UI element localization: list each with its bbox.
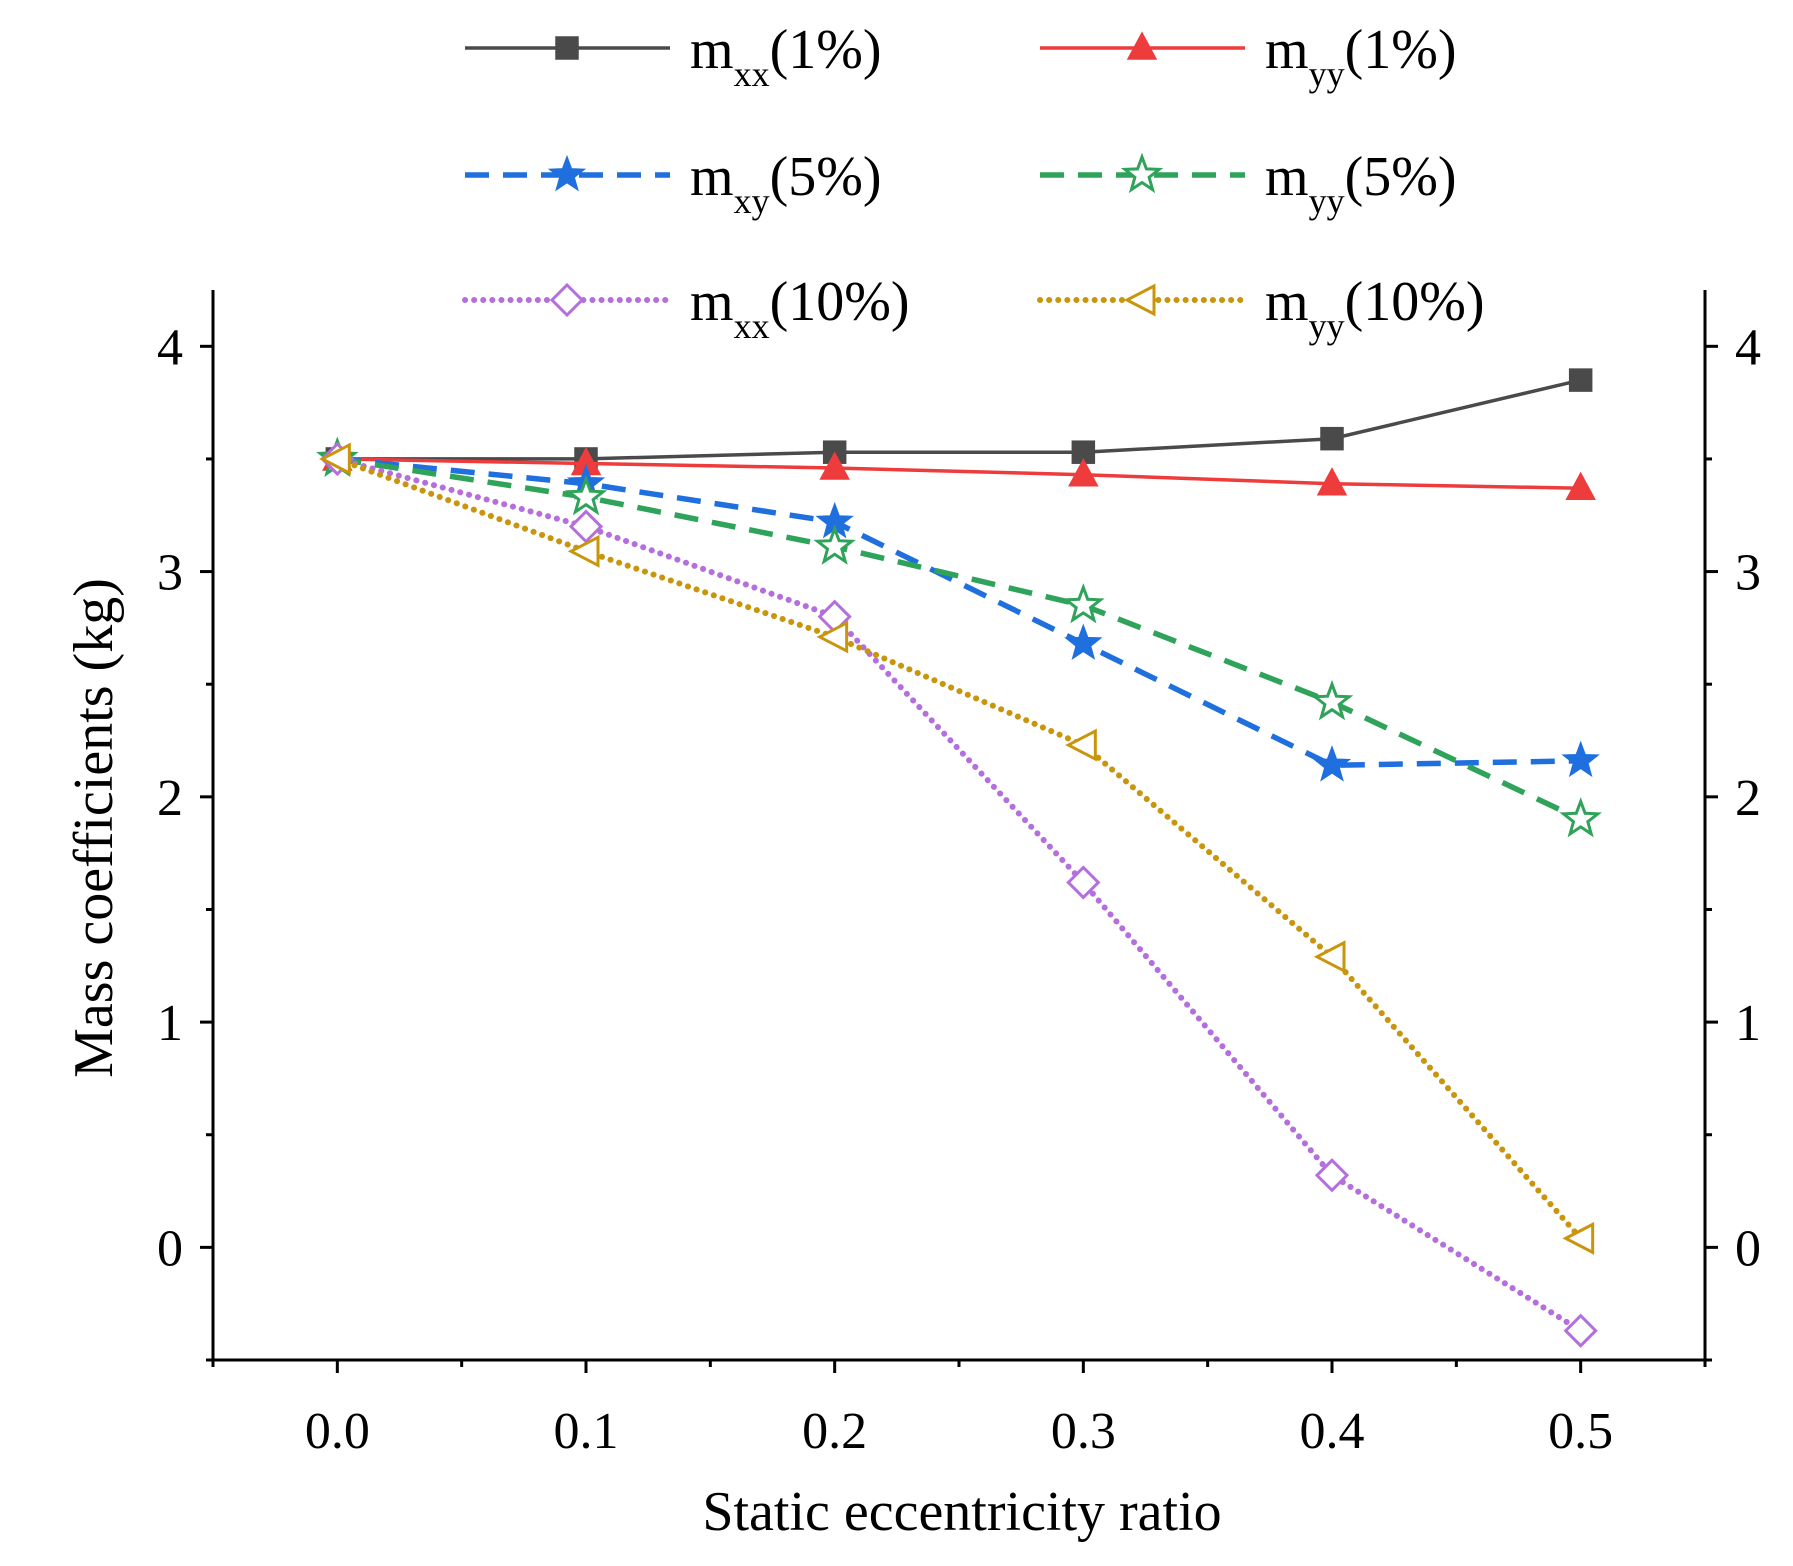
series-line <box>334 455 1584 1334</box>
y-tick-label-left: 0 <box>157 1220 183 1277</box>
series-line <box>337 378 1582 461</box>
y-tick-label-right: 1 <box>1735 995 1761 1052</box>
x-axis-title: Static eccentricity ratio <box>702 1481 1221 1543</box>
legend: mxx(1%) myy(1%) mxy(5%) myy(5%) mxx(10%) myy(… <box>462 19 1485 346</box>
legend-item: myy(5%) <box>1040 146 1457 221</box>
legend-label: mxx(10%) <box>690 271 910 346</box>
data-point <box>816 620 849 654</box>
series-xx-10pct <box>320 441 1598 1348</box>
data-point <box>564 474 608 516</box>
legend-label: myy(1%) <box>1265 19 1457 94</box>
series-line <box>334 455 1584 1242</box>
y-tick-label-left: 1 <box>157 995 183 1052</box>
series-line <box>337 457 1581 490</box>
legend-label: mxy(5%) <box>690 146 882 221</box>
x-tick-label: 0.5 <box>1548 1403 1613 1460</box>
data-point <box>1316 467 1348 496</box>
data-point <box>1062 583 1105 624</box>
series-layer <box>316 368 1602 1348</box>
data-point <box>1065 728 1097 762</box>
legend-label: myy(10%) <box>1265 271 1485 346</box>
y-tick-label-right: 2 <box>1735 770 1761 827</box>
y-tick-label-right: 3 <box>1735 545 1761 602</box>
legend-label: myy(5%) <box>1265 146 1457 221</box>
legend-marker <box>1123 283 1156 317</box>
legend-marker <box>549 282 585 318</box>
data-point <box>1565 471 1596 500</box>
y-tick-label-left: 4 <box>157 319 183 376</box>
data-point <box>1559 797 1602 838</box>
data-point <box>1312 745 1352 782</box>
data-point <box>567 534 600 568</box>
data-point <box>1563 1313 1598 1348</box>
series-yy-10pct <box>319 442 1595 1255</box>
data-point <box>1314 1158 1350 1193</box>
y-tick-label-right: 0 <box>1735 1220 1761 1277</box>
data-point <box>813 524 856 565</box>
y-axis-title: Mass coefficients (kg) <box>63 578 125 1078</box>
legend-item: mxy(5%) <box>465 146 882 221</box>
data-point <box>1568 368 1593 392</box>
data-point <box>1068 458 1099 487</box>
data-point <box>568 509 604 544</box>
x-tick-label: 0.4 <box>1300 1403 1365 1460</box>
data-point <box>1561 740 1600 778</box>
y-tick-label-left: 2 <box>157 770 183 827</box>
legend-label: mxx(1%) <box>690 19 882 94</box>
series-line <box>337 456 1581 769</box>
data-point <box>1320 426 1344 451</box>
y-tick-label-right: 4 <box>1735 319 1761 376</box>
series-yy-5pct <box>316 436 1602 838</box>
data-point <box>819 451 850 480</box>
series-xy-5pct <box>318 438 1600 782</box>
legend-marker <box>1126 31 1158 60</box>
legend-marker <box>1120 152 1164 194</box>
legend-item: mxx(1%) <box>465 19 882 94</box>
data-point <box>1064 623 1103 660</box>
y-tick-label-left: 3 <box>157 545 183 602</box>
series-line <box>336 456 1582 822</box>
x-tick-label: 0.0 <box>305 1403 370 1460</box>
data-point <box>1313 940 1346 974</box>
data-point <box>1310 679 1354 721</box>
data-point <box>319 442 351 476</box>
x-tick-label: 0.1 <box>554 1403 619 1460</box>
legend-item: myy(1%) <box>1040 19 1457 94</box>
x-tick-label: 0.2 <box>802 1403 867 1460</box>
legend-item: myy(10%) <box>1037 271 1485 346</box>
data-point <box>1066 865 1101 900</box>
x-tick-label: 0.3 <box>1051 1403 1116 1460</box>
data-point <box>1562 1221 1595 1255</box>
legend-item: mxx(10%) <box>462 271 910 346</box>
legend-marker <box>547 154 587 192</box>
ticks: 0.0 0.1 0.2 0.3 0.4 0.5 0 0 1 1 2 2 3 3 4 4 <box>157 319 1761 1460</box>
series-xx-1pct <box>325 368 1593 471</box>
legend-marker <box>555 36 579 60</box>
